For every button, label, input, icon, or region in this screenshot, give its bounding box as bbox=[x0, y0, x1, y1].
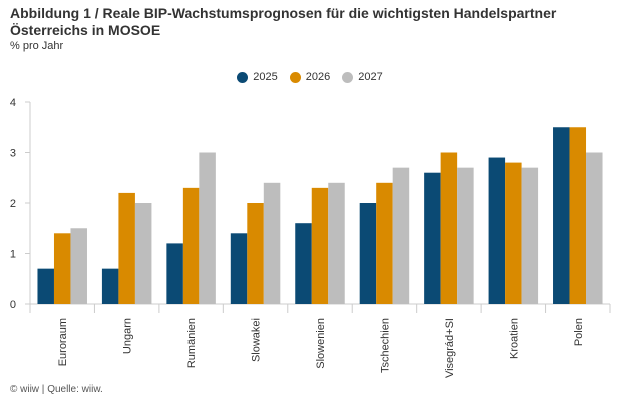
bar-2026-Kroatien bbox=[505, 162, 522, 304]
legend-item-2026[interactable]: 2026 bbox=[289, 71, 331, 83]
bar-2026-Ungarn bbox=[118, 192, 135, 304]
legend-label-2026: 2026 bbox=[305, 71, 331, 83]
bar-2025-Visegrád+SI bbox=[424, 172, 441, 304]
x-category-label: Visegrád+SI bbox=[444, 318, 456, 378]
y-tick-label: 1 bbox=[10, 249, 16, 261]
bar-2027-Polen bbox=[586, 152, 603, 304]
x-category-label: Euroraum bbox=[57, 318, 69, 366]
legend-marker-2025 bbox=[237, 71, 249, 83]
bar-2027-Kroatien bbox=[521, 167, 539, 304]
legend-label-2025: 2025 bbox=[253, 71, 278, 83]
x-category-label: Slowenien bbox=[315, 318, 327, 369]
y-tick-label: 4 bbox=[10, 97, 16, 109]
y-tick-label: 0 bbox=[10, 299, 16, 311]
source-footer: © wiiw | Quelle: wiiw. bbox=[10, 384, 103, 395]
bar-2026-Slowakei bbox=[247, 203, 264, 304]
legend-item-2027[interactable]: 2027 bbox=[342, 71, 383, 83]
bar-2026-Tschechien bbox=[376, 182, 393, 304]
legend-item-2025[interactable]: 2025 bbox=[237, 71, 278, 83]
x-category-label: Rumänien bbox=[186, 318, 198, 368]
x-category-label: Tschechien bbox=[379, 318, 391, 373]
bar-2025-Slowakei bbox=[230, 233, 248, 304]
y-tick-label: 2 bbox=[10, 198, 16, 210]
bar-2025-Rumänien bbox=[166, 243, 183, 304]
bar-2027-Ungarn bbox=[134, 203, 152, 304]
bar-2025-Euroraum bbox=[37, 268, 54, 304]
bar-2027-Tschechien bbox=[392, 167, 410, 304]
bar-2026-Rumänien bbox=[182, 187, 200, 304]
y-tick-label: 3 bbox=[10, 148, 16, 160]
bar-2027-Visegrád+SI bbox=[457, 167, 474, 304]
bar-2027-Slowakei bbox=[263, 182, 281, 304]
bar-2027-Euroraum bbox=[70, 228, 87, 304]
bar-2026-Visegrád+SI bbox=[440, 152, 458, 304]
bar-2025-Polen bbox=[553, 127, 570, 304]
bar-2027-Slowenien bbox=[328, 182, 345, 304]
bar-2026-Euroraum bbox=[53, 233, 71, 304]
legend-label-2027: 2027 bbox=[358, 71, 383, 83]
x-category-label: Polen bbox=[573, 318, 585, 346]
bar-2025-Kroatien bbox=[488, 157, 506, 304]
bar-2025-Ungarn bbox=[101, 268, 119, 304]
bar-2026-Slowenien bbox=[311, 187, 329, 304]
bar-2027-Rumänien bbox=[199, 152, 216, 304]
legend-marker-2027 bbox=[342, 71, 354, 83]
bar-2026-Polen bbox=[569, 127, 587, 304]
x-category-label: Slowakei bbox=[251, 318, 263, 362]
legend-marker-2026 bbox=[289, 71, 301, 83]
x-category-label: Ungarn bbox=[122, 318, 134, 354]
chart-legend: 2025 2026 2027 bbox=[0, 71, 620, 83]
chart-title: Abbildung 1 / Reale BIP-Wachstumsprognos… bbox=[10, 5, 557, 38]
bar-2025-Slowenien bbox=[295, 223, 312, 304]
bar-2025-Tschechien bbox=[359, 203, 377, 304]
chart-subtitle: % pro Jahr bbox=[10, 40, 64, 52]
x-category-label: Kroatien bbox=[508, 318, 520, 359]
